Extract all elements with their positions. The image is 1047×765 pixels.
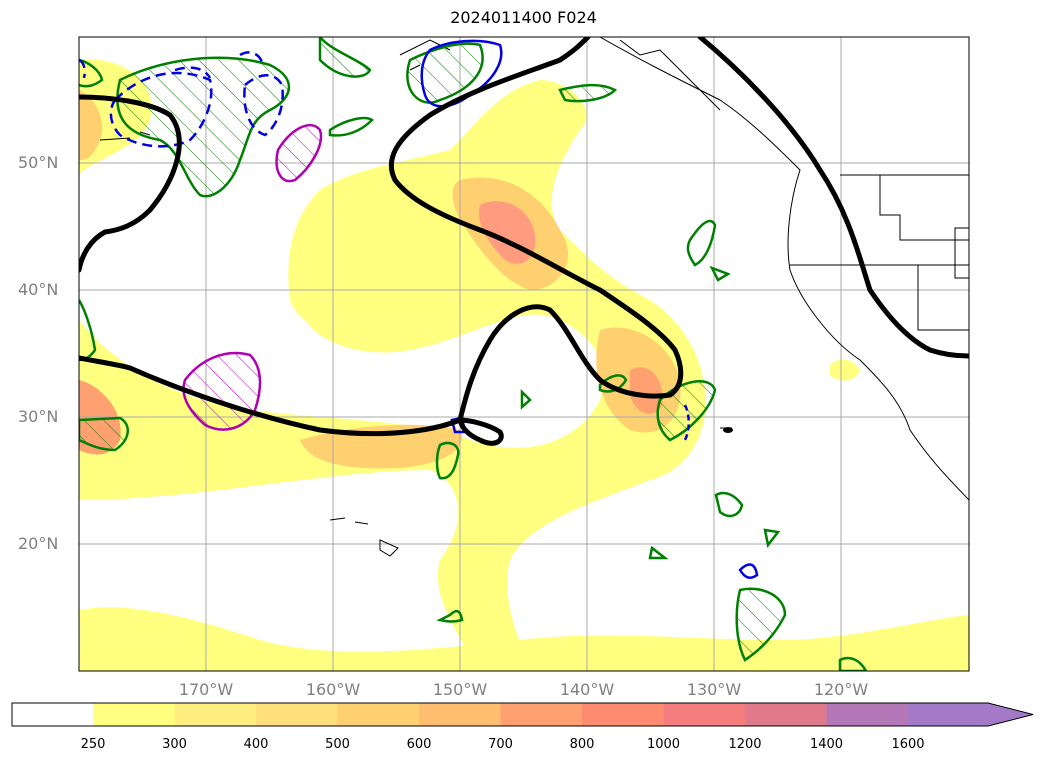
colorbar-under-segment: [12, 703, 93, 726]
colorbar-segment-9: [745, 703, 827, 726]
colorbar-outline: [11, 702, 1034, 727]
colorbar-tick-400: 400: [243, 737, 269, 752]
colorbar-segment-7: [582, 703, 664, 726]
colorbar-tick-800: 800: [569, 737, 595, 752]
colorbar-tick-1600: 1600: [891, 737, 925, 752]
lon-label-140w: 140°W: [559, 680, 615, 699]
map-content: [79, 37, 969, 671]
map-title: 2024011400 F024: [450, 8, 597, 27]
colorbar-segment-6: [500, 703, 583, 726]
lat-label-30n: 30°N: [18, 407, 59, 426]
colorbar-tick-1200: 1200: [728, 737, 762, 752]
colorbar-segment-10: [826, 703, 909, 726]
colorbar-segment-5: [419, 703, 501, 726]
lon-label-120w: 120°W: [813, 680, 869, 699]
lon-label-160w: 160°W: [305, 680, 361, 699]
lon-label-130w: 130°W: [686, 680, 742, 699]
colorbar-segment-2: [174, 703, 257, 726]
black-contours: [79, 37, 969, 446]
lat-label-40n: 40°N: [18, 280, 59, 299]
colorbar-segment-3: [256, 703, 338, 726]
colorbar-tick-1400: 1400: [809, 737, 844, 752]
feature-blob: [723, 427, 733, 433]
colorbar-segment-8: [663, 703, 746, 726]
colorbar-tick-500: 500: [325, 737, 350, 752]
map-frame: [78, 36, 970, 672]
lon-label-170w: 170°W: [178, 680, 234, 699]
colorbar: [11, 702, 1034, 727]
colorbar-tick-1000: 1000: [646, 737, 681, 752]
colorbar-tick-600: 600: [406, 737, 432, 752]
lon-label-150w: 150°W: [432, 680, 488, 699]
colorbar-tick-700: 700: [488, 737, 513, 752]
colorbar-tick-250: 250: [80, 737, 106, 752]
colorbar-segment-4: [337, 703, 420, 726]
colorbar-segment-1: [93, 703, 175, 726]
lat-label-50n: 50°N: [18, 153, 59, 172]
colorbar-segment-11: [908, 703, 1033, 726]
colorbar-tick-300: 300: [162, 737, 187, 752]
lat-label-20n: 20°N: [18, 534, 59, 553]
